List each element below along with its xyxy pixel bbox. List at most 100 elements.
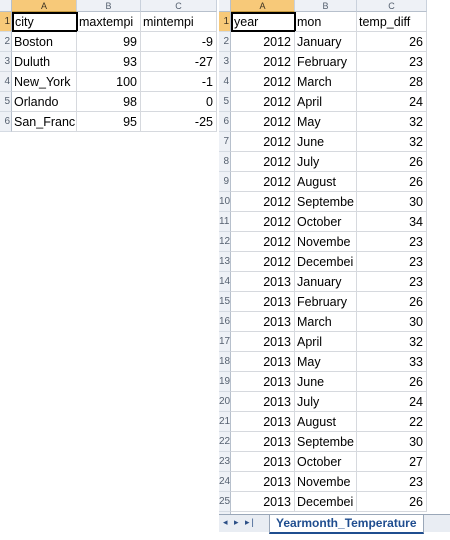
row-header[interactable]: 13 (219, 252, 231, 272)
table-cell[interactable]: Decembei (295, 492, 357, 512)
row-header[interactable]: 23 (219, 452, 231, 472)
row-header[interactable]: 9 (219, 172, 231, 192)
select-all-corner[interactable] (0, 0, 12, 12)
table-cell[interactable]: 2012 (231, 72, 295, 92)
table-cell[interactable]: 99 (77, 32, 141, 52)
sheet-nav-arrows[interactable]: ◂ ▸ ▸| (223, 517, 256, 527)
row-header[interactable]: 14 (219, 272, 231, 292)
table-cell[interactable]: 2013 (231, 452, 295, 472)
table-cell[interactable]: 2012 (231, 152, 295, 172)
table-cell[interactable]: -25 (141, 112, 217, 132)
table-cell[interactable]: 28 (357, 72, 427, 92)
table-cell[interactable]: 2013 (231, 392, 295, 412)
table-cell[interactable]: 2013 (231, 272, 295, 292)
table-cell[interactable]: San_Franc (12, 112, 77, 132)
table-cell[interactable]: April (295, 92, 357, 112)
row-header[interactable]: 1 (219, 12, 231, 32)
row-header[interactable]: 22 (219, 432, 231, 452)
table-cell[interactable]: 32 (357, 332, 427, 352)
row-header[interactable]: 7 (219, 132, 231, 152)
row-header[interactable]: 2 (0, 32, 12, 52)
row-header[interactable]: 17 (219, 332, 231, 352)
table-cell[interactable]: 30 (357, 312, 427, 332)
table-cell[interactable]: 30 (357, 192, 427, 212)
table-cell[interactable]: 2013 (231, 312, 295, 332)
table-cell[interactable]: 2013 (231, 372, 295, 392)
row-header[interactable]: 6 (0, 112, 12, 132)
table-cell[interactable]: January (295, 272, 357, 292)
row-header[interactable]: 21 (219, 412, 231, 432)
row-header[interactable]: 18 (219, 352, 231, 372)
table-cell[interactable]: 2013 (231, 472, 295, 492)
table-cell[interactable]: February (295, 292, 357, 312)
table-cell[interactable]: 26 (357, 492, 427, 512)
table-cell[interactable]: 23 (357, 252, 427, 272)
table-cell[interactable]: 27 (357, 452, 427, 472)
table-cell[interactable]: March (295, 72, 357, 92)
table-cell[interactable]: Orlando (12, 92, 77, 112)
row-header[interactable]: 2 (219, 32, 231, 52)
column-header-b[interactable]: B (77, 0, 141, 12)
table-cell[interactable]: 26 (357, 292, 427, 312)
column-header-a[interactable]: A (231, 0, 295, 12)
table-cell[interactable]: -1 (141, 72, 217, 92)
table-cell[interactable]: 98 (77, 92, 141, 112)
table-cell[interactable]: March (295, 312, 357, 332)
table-cell[interactable]: January (295, 32, 357, 52)
table-cell[interactable]: 22 (357, 412, 427, 432)
table-cell[interactable]: 26 (357, 152, 427, 172)
table-cell[interactable]: July (295, 392, 357, 412)
table-cell[interactable]: Duluth (12, 52, 77, 72)
table-cell[interactable]: February (295, 52, 357, 72)
header-cell-mintempi[interactable]: mintempi (141, 12, 217, 32)
row-header[interactable]: 25 (219, 492, 231, 512)
table-cell[interactable]: August (295, 412, 357, 432)
table-cell[interactable]: 2012 (231, 172, 295, 192)
table-cell[interactable]: June (295, 132, 357, 152)
table-cell[interactable]: 2013 (231, 332, 295, 352)
table-cell[interactable]: 24 (357, 92, 427, 112)
table-cell[interactable]: 33 (357, 352, 427, 372)
table-cell[interactable]: Decembei (295, 252, 357, 272)
table-cell[interactable]: 26 (357, 32, 427, 52)
table-cell[interactable]: 32 (357, 112, 427, 132)
table-cell[interactable]: 2012 (231, 192, 295, 212)
table-cell[interactable]: July (295, 152, 357, 172)
table-cell[interactable]: 93 (77, 52, 141, 72)
table-cell[interactable]: 2013 (231, 292, 295, 312)
table-cell[interactable]: 2013 (231, 412, 295, 432)
table-cell[interactable]: 2013 (231, 352, 295, 372)
table-cell[interactable]: 2012 (231, 32, 295, 52)
select-all-corner[interactable] (219, 0, 231, 12)
table-cell[interactable]: Novembe (295, 232, 357, 252)
row-header[interactable]: 3 (219, 52, 231, 72)
table-cell[interactable]: 34 (357, 212, 427, 232)
column-header-b[interactable]: B (295, 0, 357, 12)
column-header-c[interactable]: C (357, 0, 427, 12)
row-header[interactable]: 1 (0, 12, 12, 32)
table-cell[interactable]: 2013 (231, 432, 295, 452)
row-header[interactable]: 5 (219, 92, 231, 112)
table-cell[interactable]: 2013 (231, 492, 295, 512)
table-cell[interactable]: 2012 (231, 112, 295, 132)
table-cell[interactable]: 95 (77, 112, 141, 132)
table-cell[interactable]: -27 (141, 52, 217, 72)
table-cell[interactable]: 24 (357, 392, 427, 412)
row-header[interactable]: 11 (219, 212, 231, 232)
row-header[interactable]: 3 (0, 52, 12, 72)
table-cell[interactable]: June (295, 372, 357, 392)
table-cell[interactable]: May (295, 352, 357, 372)
header-cell-mon[interactable]: mon (295, 12, 357, 32)
row-header[interactable]: 15 (219, 292, 231, 312)
table-cell[interactable]: -9 (141, 32, 217, 52)
table-cell[interactable]: April (295, 332, 357, 352)
table-cell[interactable]: 2012 (231, 252, 295, 272)
header-cell-maxtempi[interactable]: maxtempi (77, 12, 141, 32)
table-cell[interactable]: May (295, 112, 357, 132)
table-cell[interactable]: 100 (77, 72, 141, 92)
row-header[interactable]: 6 (219, 112, 231, 132)
table-cell[interactable]: October (295, 452, 357, 472)
sheet-tab-yearmonth-temperature[interactable]: Yearmonth_Temperature (269, 515, 424, 534)
table-cell[interactable]: 23 (357, 472, 427, 492)
table-cell[interactable]: Septembe (295, 192, 357, 212)
